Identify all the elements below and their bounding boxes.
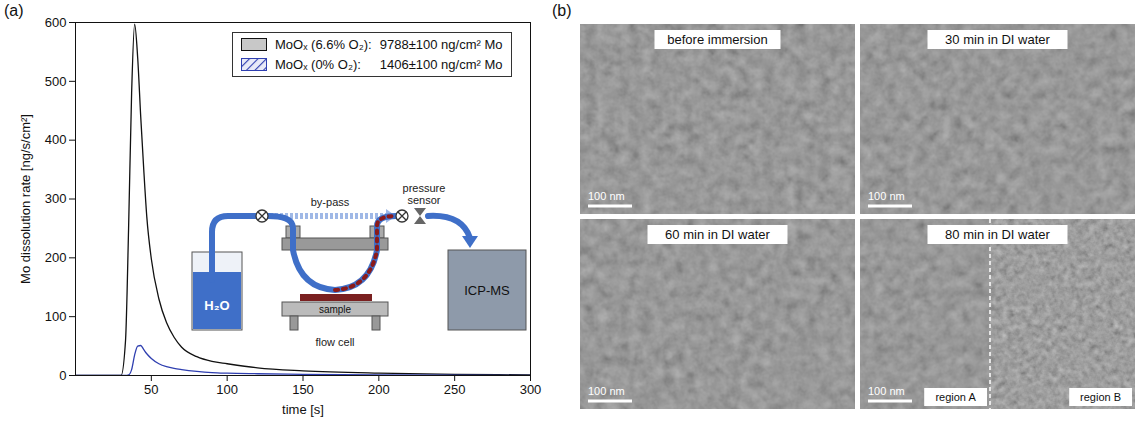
svg-text:400: 400: [45, 132, 67, 147]
svg-text:ICP-MS: ICP-MS: [464, 283, 510, 298]
svg-text:sample: sample: [319, 304, 352, 315]
svg-text:time [s]: time [s]: [282, 402, 324, 417]
svg-text:50: 50: [144, 382, 158, 397]
html-text:MoOₓ (6.6% O₂):: MoOₓ (6.6% O₂):: [275, 37, 372, 52]
svg-text:100: 100: [216, 382, 238, 397]
html-text:(b): (b): [552, 2, 572, 19]
svg-text:0: 0: [59, 368, 66, 383]
svg-text:300: 300: [520, 382, 542, 397]
svg-text:H₂O: H₂O: [204, 298, 229, 313]
svg-text:80 min in DI water: 80 min in DI water: [945, 227, 1050, 242]
svg-text:region B: region B: [1080, 391, 1121, 403]
svg-text:500: 500: [45, 73, 67, 88]
svg-text:100: 100: [45, 309, 67, 324]
svg-text:by-pass: by-pass: [311, 196, 350, 208]
svg-text:100 nm: 100 nm: [868, 385, 905, 397]
svg-text:100 nm: 100 nm: [588, 385, 625, 397]
svg-text:150: 150: [292, 382, 314, 397]
svg-text:Mo dissolution rate [ng/s/cm²]: Mo dissolution rate [ng/s/cm²]: [18, 114, 33, 284]
html-text:9788±100 ng/cm² Mo: 9788±100 ng/cm² Mo: [379, 37, 503, 52]
svg-text:200: 200: [45, 250, 67, 265]
svg-text:60 min in DI water: 60 min in DI water: [665, 227, 770, 242]
svg-text:region A: region A: [935, 391, 976, 403]
svg-text:30 min in DI water: 30 min in DI water: [945, 32, 1050, 47]
svg-text:200: 200: [368, 382, 390, 397]
html-text:1406±100 ng/cm² Mo: 1406±100 ng/cm² Mo: [379, 57, 503, 72]
svg-text:300: 300: [45, 191, 67, 206]
svg-text:before immersion: before immersion: [667, 32, 767, 47]
svg-text:100 nm: 100 nm: [588, 190, 625, 202]
svg-text:flow cell: flow cell: [315, 336, 354, 348]
svg-text:250: 250: [444, 382, 466, 397]
svg-text:pressuresensor: pressuresensor: [403, 182, 446, 206]
html-text:MoOₓ (0% O₂):: MoOₓ (0% O₂):: [275, 57, 361, 72]
svg-text:600: 600: [45, 15, 67, 30]
html-text:(a): (a): [4, 2, 24, 19]
svg-text:100 nm: 100 nm: [868, 190, 905, 202]
